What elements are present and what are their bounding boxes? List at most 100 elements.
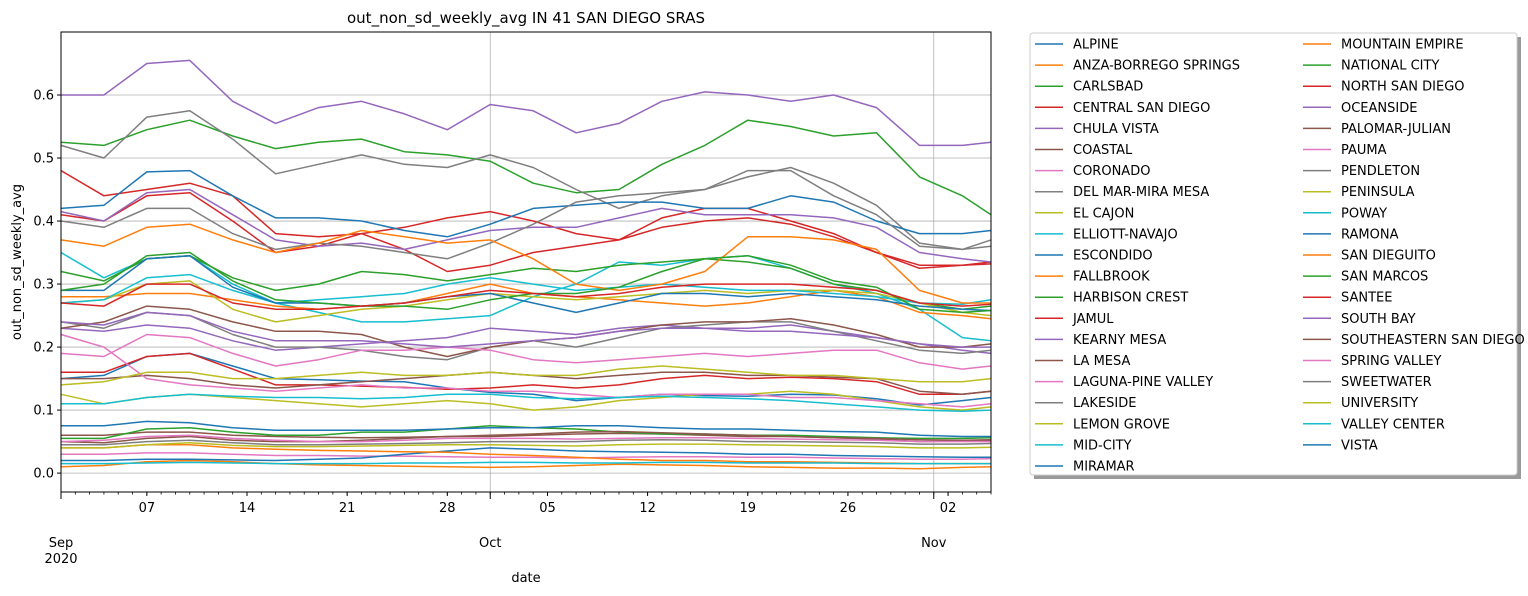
series-line xyxy=(61,461,991,465)
legend-item: LAKESIDE xyxy=(1035,396,1136,411)
series-line xyxy=(60,283,992,311)
series-line xyxy=(61,254,992,314)
legend-label: SOUTH BAY xyxy=(1341,312,1416,327)
legend-label: PENINSULA xyxy=(1341,185,1415,200)
legend-item: NORTH SAN DIEGO xyxy=(1303,80,1465,95)
chart-title: out_non_sd_weekly_avg IN 41 SAN DIEGO SR… xyxy=(347,9,705,28)
legend-item: SWEETWATER xyxy=(1303,375,1432,390)
series-line xyxy=(60,169,992,260)
legend-label: PALOMAR-JULIAN xyxy=(1341,122,1451,137)
legend-label: LAKESIDE xyxy=(1073,396,1136,411)
legend-label: FALLBROOK xyxy=(1073,270,1150,285)
legend-label: SOUTHEASTERN SAN DIEGO xyxy=(1341,333,1525,348)
legend-label: CENTRAL SAN DIEGO xyxy=(1073,101,1210,116)
y-tick-label: 0.6 xyxy=(33,89,54,104)
legend-item: LA MESA xyxy=(1035,354,1130,369)
legend-item: ALPINE xyxy=(1035,38,1119,53)
series-line xyxy=(60,333,992,408)
legend-label: NORTH SAN DIEGO xyxy=(1341,80,1465,95)
legend-item: DEL MAR-MIRA MESA xyxy=(1035,185,1209,200)
legend-items: ALPINE ANZA-BORREGO SPRINGS CARLSBAD CENTRA… xyxy=(1035,38,1525,475)
legend-item: UNIVERSITY xyxy=(1303,396,1418,411)
series-line xyxy=(60,459,992,470)
legend-label: SWEETWATER xyxy=(1341,375,1432,390)
legend-label: ANZA-BORREGO SPRINGS xyxy=(1073,59,1240,74)
x-tick-label: 21 xyxy=(339,501,356,516)
y-tick-label: 0.4 xyxy=(33,215,54,230)
legend-label: ESCONDIDO xyxy=(1073,249,1153,264)
legend-label: CARLSBAD xyxy=(1073,80,1143,95)
series-line xyxy=(60,311,991,348)
y-tick-label: 0.5 xyxy=(33,152,54,167)
legend-label: NATIONAL CITY xyxy=(1341,59,1439,74)
series-line xyxy=(60,223,991,304)
series-line xyxy=(61,420,991,438)
legend-item: RAMONA xyxy=(1303,227,1399,242)
legend-item: CHULA VISTA xyxy=(1035,122,1159,137)
legend-item: COASTAL xyxy=(1035,143,1133,158)
legend-label: VISTA xyxy=(1341,438,1378,453)
legend-label: EL CAJON xyxy=(1073,206,1134,221)
series-line xyxy=(60,169,992,266)
legend-label: MOUNTAIN EMPIRE xyxy=(1341,38,1464,53)
series-line xyxy=(61,59,992,147)
legend-item: POWAY xyxy=(1303,206,1387,221)
series-line xyxy=(60,430,992,444)
series-line xyxy=(61,452,992,460)
legend-label: MID-CITY xyxy=(1073,438,1132,453)
legend-item: MID-CITY xyxy=(1035,438,1132,453)
legend-item: PAUMA xyxy=(1303,143,1387,158)
legend-label: COASTAL xyxy=(1073,143,1133,158)
legend-item: LEMON GROVE xyxy=(1035,417,1170,432)
series-line xyxy=(61,442,992,449)
legend-item: FALLBROOK xyxy=(1035,270,1150,285)
legend-label: POWAY xyxy=(1341,206,1387,221)
legend-label: CHULA VISTA xyxy=(1073,122,1159,137)
legend-item: CORONADO xyxy=(1035,164,1150,179)
series-line xyxy=(61,438,992,446)
series-line xyxy=(60,119,992,216)
series-lines xyxy=(60,59,992,470)
legend-label: LAGUNA-PINE VALLEY xyxy=(1073,375,1213,390)
legend-item: VISTA xyxy=(1303,438,1378,453)
series-line xyxy=(60,110,992,251)
legend-box xyxy=(1029,32,1518,476)
series-line xyxy=(61,393,992,413)
legend-item: KEARNY MESA xyxy=(1035,333,1166,348)
series-line xyxy=(60,273,992,305)
x-tick-label: 14 xyxy=(239,501,256,516)
legend-item: PENDLETON xyxy=(1303,164,1420,179)
legend-label: SPRING VALLEY xyxy=(1341,354,1442,369)
legend-item: HARBISON CREST xyxy=(1035,291,1188,306)
legend-label: ELLIOTT-NAVAJO xyxy=(1073,227,1178,242)
series-line xyxy=(60,333,992,370)
legend-item: ESCONDIDO xyxy=(1035,249,1153,264)
y-tick-label: 0.0 xyxy=(33,467,54,482)
legend-label: MIRAMAR xyxy=(1073,460,1135,475)
y-tick-label: 0.2 xyxy=(33,341,54,356)
series-line xyxy=(60,191,992,273)
legend-label: DEL MAR-MIRA MESA xyxy=(1073,185,1209,200)
y-tick-label: 0.1 xyxy=(33,404,54,419)
series-line xyxy=(60,188,992,263)
plot-frame xyxy=(60,31,992,493)
series-line xyxy=(61,447,991,462)
legend-item: JAMUL xyxy=(1035,312,1114,327)
legend-item: SAN MARCOS xyxy=(1303,270,1428,285)
legend-item: ELLIOTT-NAVAJO xyxy=(1035,227,1178,242)
legend-item: MOUNTAIN EMPIRE xyxy=(1303,38,1464,53)
legend-label: VALLEY CENTER xyxy=(1341,417,1445,432)
y-axis: 0.0 0.1 0.2 0.3 0.4 0.5 0.6 xyxy=(33,89,61,482)
legend-item: SANTEE xyxy=(1303,291,1392,306)
x-axis-title: date xyxy=(511,571,540,586)
legend-label: SAN MARCOS xyxy=(1341,270,1428,285)
x-tick-label: 26 xyxy=(840,501,857,516)
legend-item: SOUTHEASTERN SAN DIEGO xyxy=(1303,333,1525,348)
legend-item: ANZA-BORREGO SPRINGS xyxy=(1035,59,1240,74)
x-tick-label: 19 xyxy=(739,501,756,516)
x-month-label: Sep xyxy=(49,536,74,551)
legend-label: LEMON GROVE xyxy=(1073,417,1170,432)
series-line xyxy=(60,434,991,443)
legend-label: ALPINE xyxy=(1073,38,1119,53)
legend-item: SAN DIEGUITO xyxy=(1303,249,1436,264)
